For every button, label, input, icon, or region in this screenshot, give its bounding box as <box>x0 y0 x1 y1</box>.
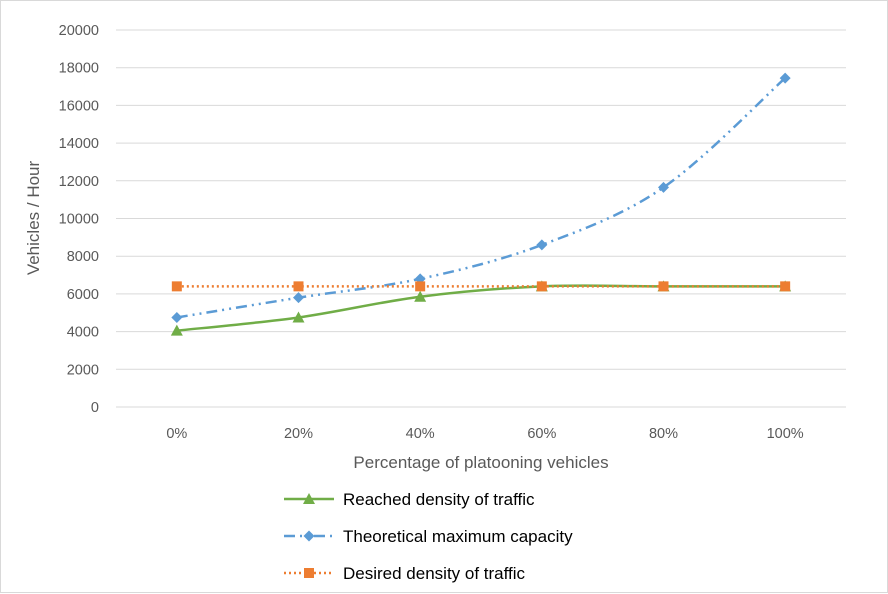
x-tick-label: 40% <box>406 426 435 442</box>
legend-swatch-marker <box>303 493 315 504</box>
data-point-diamond <box>779 72 791 84</box>
y-tick-label: 2000 <box>67 362 99 378</box>
y-tick-label: 10000 <box>59 212 99 228</box>
x-tick-labels: 0% 20% 40% 60% 80% 100% <box>166 426 803 442</box>
data-point-square <box>780 281 791 292</box>
data-point-triangle <box>414 290 427 302</box>
x-tick-label: 0% <box>166 426 187 442</box>
y-tick-label: 0 <box>91 400 99 416</box>
series-line-1 <box>176 284 786 332</box>
legend: Reached density of traffic Theoretical ma… <box>284 490 573 583</box>
x-tick-label: 60% <box>527 426 556 442</box>
data-point-diamond <box>658 181 669 193</box>
x-tick-label: 100% <box>767 426 804 442</box>
legend-label: Theoretical maximum capacity <box>343 527 573 546</box>
legend-swatch-marker <box>304 568 314 578</box>
y-tick-label: 8000 <box>67 249 99 265</box>
data-point-square <box>171 281 182 292</box>
y-tick-label: 18000 <box>59 61 99 77</box>
series-markers <box>170 72 792 336</box>
legend-label: Reached density of traffic <box>343 490 535 509</box>
y-axis-title: Vehicles / Hour <box>24 160 43 275</box>
series-line-2 <box>176 77 787 319</box>
legend-swatch-marker <box>303 530 315 542</box>
data-point-square <box>293 281 304 292</box>
y-tick-label: 16000 <box>59 98 99 114</box>
x-tick-label: 80% <box>649 426 678 442</box>
data-point-diamond <box>536 239 548 251</box>
data-point-square <box>536 281 547 292</box>
y-tick-label: 4000 <box>67 325 99 341</box>
y-tick-label: 20000 <box>59 23 99 39</box>
x-axis-title: Percentage of platooning vehicles <box>353 453 608 472</box>
data-point-triangle <box>170 324 183 336</box>
y-tick-label: 14000 <box>59 136 99 152</box>
data-point-triangle <box>292 311 305 323</box>
y-tick-label: 12000 <box>59 174 99 190</box>
x-tick-label: 20% <box>284 426 313 442</box>
data-point-diamond <box>293 292 304 304</box>
data-point-square <box>415 281 426 292</box>
y-tick-labels: 0 2000 4000 6000 8000 10000 12000 14000 16000 180… <box>59 23 99 416</box>
gridlines <box>116 29 846 408</box>
series-lines <box>176 77 787 332</box>
y-tick-label: 6000 <box>67 287 99 303</box>
legend-label: Desired density of traffic <box>343 564 526 583</box>
data-point-diamond <box>171 311 183 323</box>
data-point-square <box>658 281 669 292</box>
